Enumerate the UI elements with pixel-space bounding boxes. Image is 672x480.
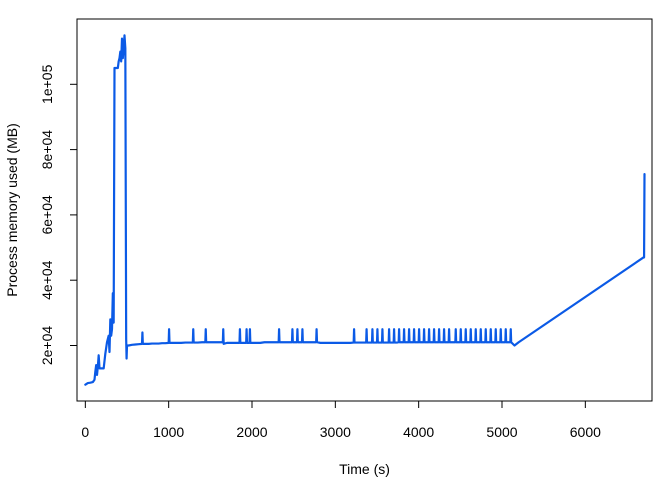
x-tick-label: 0 <box>81 424 89 440</box>
series-line <box>84 34 646 386</box>
y-axis: 2e+04 4e+04 6e+04 8e+04 1e+05 <box>39 64 78 366</box>
x-tick-label: 3000 <box>320 424 351 440</box>
x-axis: 0 1000 2000 3000 4000 5000 6000 <box>81 400 601 440</box>
x-tick-label: 2000 <box>236 424 267 440</box>
x-tick-label: 6000 <box>570 424 601 440</box>
y-axis-label: Process memory used (MB) <box>4 123 20 296</box>
y-tick-label: 2e+04 <box>39 326 55 366</box>
x-tick-label: 4000 <box>403 424 434 440</box>
y-tick-label: 1e+05 <box>39 64 55 104</box>
x-axis-label: Time (s) <box>339 461 390 477</box>
y-tick-label: 8e+04 <box>39 130 55 170</box>
x-tick-label: 1000 <box>153 424 184 440</box>
x-tick-label: 5000 <box>486 424 517 440</box>
y-tick-label: 4e+04 <box>39 260 55 300</box>
y-tick-label: 6e+04 <box>39 195 55 235</box>
